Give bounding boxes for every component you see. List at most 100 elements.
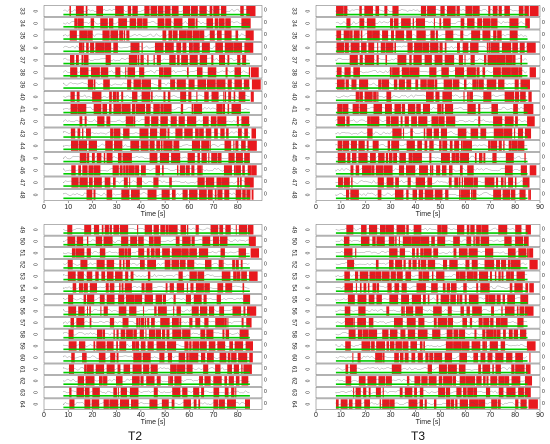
event-bar — [109, 283, 115, 293]
x-tick-label: 10 — [64, 412, 72, 419]
event-bar — [384, 6, 388, 17]
channel-label: 64 — [290, 401, 297, 409]
x-tick-label: 80 — [511, 204, 519, 211]
event-bar — [347, 153, 351, 164]
event-bar — [353, 30, 360, 41]
event-bar — [453, 236, 460, 247]
event-bar — [382, 399, 390, 409]
event-bar — [205, 128, 212, 139]
channel-row: 040 0 — [290, 91, 545, 103]
event-bar — [121, 236, 129, 247]
channel-row: 033 0 — [18, 5, 267, 17]
event-bar — [491, 104, 498, 115]
event-bar — [247, 165, 252, 176]
event-bar — [238, 91, 246, 102]
row-zero-tick: 0 — [304, 333, 310, 336]
event-bar — [453, 329, 459, 340]
event-bar — [142, 352, 151, 363]
event-bar — [208, 306, 215, 316]
event-bar — [439, 18, 442, 29]
event-bar — [429, 165, 432, 176]
event-bar — [420, 79, 427, 90]
event-bar — [203, 364, 209, 374]
event-bar — [90, 42, 95, 53]
event-bar — [439, 140, 442, 151]
zero-label: 0 — [542, 389, 545, 395]
event-bar — [418, 259, 421, 270]
event-bar — [163, 67, 172, 78]
event-bar — [389, 341, 395, 351]
event-bar — [432, 329, 441, 340]
event-bar — [171, 399, 175, 409]
channel-label: 39 — [18, 81, 25, 89]
event-bar — [92, 387, 100, 398]
event-bar — [385, 42, 394, 53]
event-bar — [155, 329, 161, 340]
event-bar — [120, 329, 126, 340]
event-bar — [67, 225, 73, 235]
event-bar — [101, 271, 106, 281]
event-bar — [401, 67, 410, 78]
event-bar — [472, 6, 480, 17]
row-zero-tick: 0 — [32, 333, 38, 336]
event-bar — [245, 30, 254, 41]
row-frame — [43, 164, 263, 177]
event-bar — [478, 318, 483, 328]
event-bar — [93, 225, 100, 235]
signal-trace — [63, 274, 250, 278]
event-bar — [189, 189, 198, 200]
event-bar — [520, 91, 526, 102]
event-bar — [217, 283, 224, 293]
row-zero-tick: 0 — [304, 356, 310, 359]
event-bar — [404, 387, 413, 398]
event-bar — [359, 271, 369, 281]
event-bar — [132, 376, 140, 386]
event-bar — [243, 79, 250, 90]
event-bar — [476, 376, 482, 386]
channel-row: 045 0 — [18, 152, 267, 164]
row-zero-tick: 0 — [304, 345, 310, 348]
event-bar — [403, 306, 405, 316]
signal-trace — [63, 320, 250, 324]
event-bar — [498, 79, 505, 90]
event-bar — [494, 271, 497, 281]
event-bar — [243, 306, 246, 316]
event-bar — [485, 294, 489, 305]
event-bar — [224, 376, 228, 386]
event-bar — [444, 42, 447, 53]
event-bar — [519, 189, 526, 200]
event-bar — [389, 248, 398, 258]
event-bar — [436, 165, 441, 176]
event-bar — [434, 352, 443, 363]
event-bar — [123, 364, 131, 374]
zero-label: 0 — [264, 366, 267, 372]
event-bar — [127, 248, 132, 258]
event-bar — [375, 6, 380, 17]
event-bar — [480, 128, 487, 139]
row-zero-tick: 0 — [304, 59, 310, 62]
x-tick-label: 30 — [387, 204, 395, 211]
event-bar — [121, 91, 124, 102]
event-bar — [372, 30, 380, 41]
event-bar — [343, 236, 350, 247]
event-bar — [138, 236, 144, 247]
event-bar — [103, 376, 108, 386]
event-bar — [524, 6, 529, 17]
event-bar — [219, 352, 227, 363]
event-bar — [416, 283, 426, 293]
signal-trace — [335, 82, 528, 86]
event-bar — [504, 116, 514, 127]
row-zero-tick: 0 — [32, 181, 38, 184]
channel-label: 39 — [290, 81, 297, 89]
event-bar — [68, 341, 77, 351]
event-bar — [240, 6, 244, 17]
event-bar — [203, 294, 207, 305]
event-bar — [119, 259, 122, 270]
signal-trace — [335, 285, 528, 290]
event-bar — [246, 189, 251, 200]
row-zero-tick: 0 — [32, 46, 38, 49]
event-bar — [199, 341, 207, 351]
event-bar — [354, 271, 359, 281]
event-bar — [413, 225, 422, 235]
